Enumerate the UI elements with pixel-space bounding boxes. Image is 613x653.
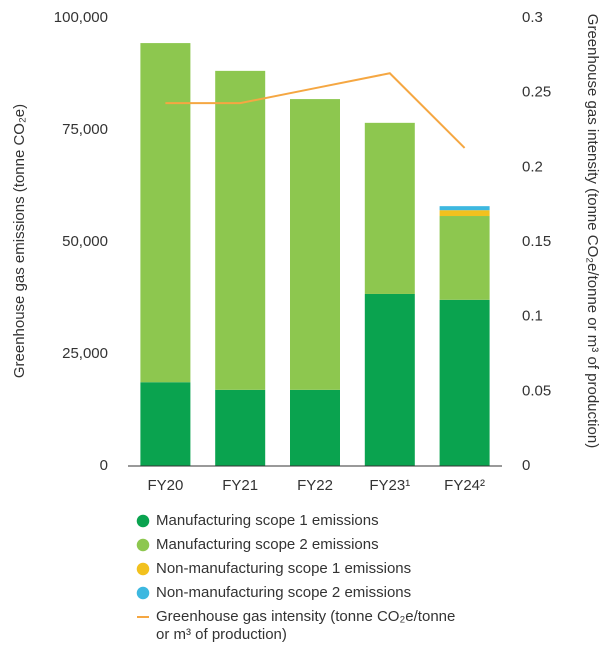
y2-tick-label: 0.05 xyxy=(522,382,551,399)
legend-label: Greenhouse gas intensity (tonne CO₂e/ton… xyxy=(156,608,456,643)
bar-segment xyxy=(290,99,340,390)
intensity-line xyxy=(165,72,466,149)
x-tick-label: FY23¹ xyxy=(369,477,410,494)
legend-swatch xyxy=(136,560,150,578)
bar-segment xyxy=(364,122,415,294)
y-tick-label: 50,000 xyxy=(62,233,108,250)
legend-swatch xyxy=(136,584,150,602)
bar-segment xyxy=(290,389,340,466)
legend-item: Manufacturing scope 2 emissions xyxy=(136,536,456,554)
x-tick-label: FY24² xyxy=(444,477,485,494)
legend-swatch xyxy=(136,512,150,530)
legend-label: Non-manufacturing scope 1 emissions xyxy=(156,560,412,577)
legend-label: Non-manufacturing scope 2 emissions xyxy=(156,584,412,601)
y-tick-label: 25,000 xyxy=(62,345,108,362)
plot: 0 25,000 50,000 75,000 100,000 0 0.05 0.1 0.15 0.… xyxy=(54,9,551,494)
legend: Manufacturing scope 1 emissions Manufactu… xyxy=(136,512,456,650)
legend-swatch xyxy=(136,608,150,626)
bar-segment xyxy=(364,293,415,466)
x-tick-label: FY20 xyxy=(147,477,183,494)
bar-segment xyxy=(215,389,266,466)
y-axis-title: Greenhouse gas emissions (tonne CO₂e) xyxy=(11,103,28,379)
bar-segment xyxy=(140,43,191,383)
legend-item: Manufacturing scope 1 emissions xyxy=(136,512,456,530)
x-tick-label: FY21 xyxy=(222,477,258,494)
legend-swatch xyxy=(136,536,150,554)
y2-tick-label: 0.15 xyxy=(522,233,551,250)
legend-item: Non-manufacturing scope 2 emissions xyxy=(136,584,456,602)
bar-segment xyxy=(439,216,490,300)
y-tick-label: 0 xyxy=(100,457,108,474)
bar-segment xyxy=(439,206,490,211)
legend-item: Non-manufacturing scope 1 emissions xyxy=(136,560,456,578)
bar-segment xyxy=(439,299,490,466)
bar-segment xyxy=(439,210,490,217)
x-tick-label: FY22 xyxy=(297,477,333,494)
y-tick-label: 75,000 xyxy=(62,121,108,138)
legend-label: Manufacturing scope 1 emissions xyxy=(156,512,379,529)
y2-tick-label: 0 xyxy=(522,457,530,474)
bar-segment xyxy=(215,70,266,390)
y-tick-label: 100,000 xyxy=(54,9,108,26)
legend-item: Greenhouse gas intensity (tonne CO₂e/ton… xyxy=(136,608,456,644)
y2-axis-title: Greenhouse gas intensity (tonne CO₂e/ton… xyxy=(584,13,601,449)
y2-tick-label: 0.3 xyxy=(522,9,543,26)
y2-tick-label: 0.25 xyxy=(522,84,551,101)
bar-segment xyxy=(140,382,191,466)
legend-label: Manufacturing scope 2 emissions xyxy=(156,536,379,553)
y2-tick-label: 0.2 xyxy=(522,158,543,175)
y2-tick-label: 0.1 xyxy=(522,308,543,325)
